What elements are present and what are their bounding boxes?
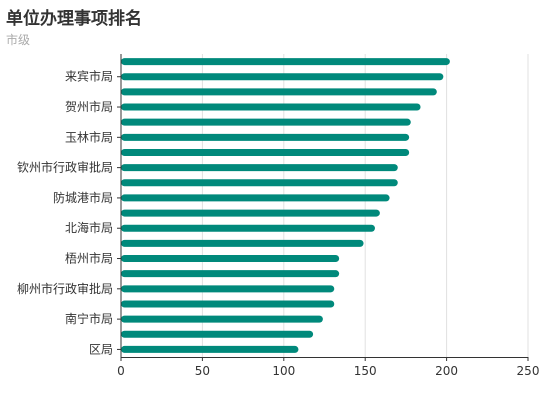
bar-9: [121, 194, 390, 202]
bar-11: [121, 224, 375, 232]
bar-7: [121, 164, 398, 172]
x-tick-label-4: 200: [435, 364, 458, 378]
bar-5: [121, 133, 410, 141]
x-tick-label-0: 0: [117, 364, 125, 378]
bar-17: [121, 315, 323, 323]
x-tick-label-3: 150: [354, 364, 377, 378]
bar-10: [121, 209, 380, 217]
y-tick-label-17: 南宁市局: [65, 311, 113, 326]
x-tick-label-2: 100: [272, 364, 295, 378]
y-tick-label-15: 柳州市行政审批局: [17, 281, 113, 296]
x-tick-label-1: 50: [195, 364, 210, 378]
y-tick-label-19: 区局: [89, 342, 113, 356]
bar-1: [121, 73, 444, 81]
y-tick-label-13: 梧州市局: [65, 251, 113, 266]
bar-3: [121, 103, 421, 111]
y-tick-label-9: 防城港市局: [53, 190, 113, 205]
x-tick-label-5: 250: [517, 364, 540, 378]
bar-18: [121, 330, 314, 338]
chart-subtitle: 市级: [6, 33, 31, 47]
bar-0: [121, 58, 450, 66]
bar-12: [121, 239, 364, 247]
bar-6: [121, 148, 410, 156]
y-tick-label-5: 玉林市局: [65, 129, 113, 144]
bar-16: [121, 300, 335, 308]
bar-13: [121, 255, 340, 263]
bar-8: [121, 179, 398, 187]
y-tick-label-3: 贺州市局: [65, 99, 113, 114]
y-tick-label-7: 钦州市行政审批局: [17, 160, 113, 175]
y-tick-label-1: 来宾市局: [65, 69, 113, 84]
bar-2: [121, 88, 437, 96]
bar-19: [121, 345, 299, 353]
y-tick-label-11: 北海市局: [65, 220, 113, 235]
bar-4: [121, 118, 411, 126]
bar-14: [121, 270, 340, 278]
chart-title: 单位办理事项排名: [6, 9, 142, 29]
bar-15: [121, 285, 335, 293]
